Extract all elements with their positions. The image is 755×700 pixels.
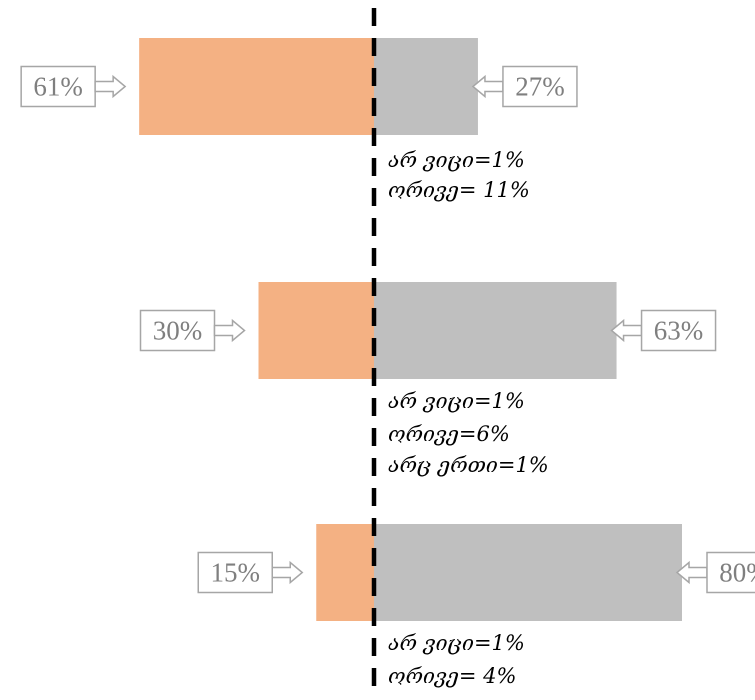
bar-right: [374, 524, 682, 621]
right-value-label: 63%: [654, 316, 704, 346]
left-value-box: [139, 309, 216, 352]
bar-right: [374, 38, 478, 135]
bar-right: [374, 282, 617, 379]
right-value-label: 27%: [515, 72, 565, 102]
right-value-label: 80%: [719, 558, 755, 588]
left-value-box: [20, 65, 96, 108]
note-text: ორივე= 11%: [388, 178, 530, 202]
note-text: არ ვიცი=1%: [388, 148, 525, 172]
left-value-label: 61%: [33, 72, 83, 102]
arrow-left-icon: [610, 318, 643, 343]
arrow-right-icon: [94, 74, 127, 99]
note-text: ორივე=6%: [388, 422, 510, 446]
arrow-right-icon: [213, 318, 246, 343]
left-value-label: 30%: [153, 316, 203, 346]
right-value-box: [502, 65, 578, 108]
right-value-box: [640, 309, 717, 352]
arrow-left-icon: [471, 74, 504, 99]
note-text: არც ერთი=1%: [388, 453, 549, 477]
arrow-right-icon: [271, 560, 304, 585]
note-text: არ ვიცი=1%: [388, 631, 525, 655]
right-value-box: [706, 551, 755, 594]
note-text: არ ვიცი=1%: [388, 389, 525, 413]
arrow-left-icon: [675, 560, 708, 585]
bar-left: [139, 38, 374, 135]
left-value-label: 15%: [211, 558, 261, 588]
note-text: ორივე= 4%: [388, 664, 516, 688]
bar-left: [316, 524, 374, 621]
bar-left: [258, 282, 374, 379]
